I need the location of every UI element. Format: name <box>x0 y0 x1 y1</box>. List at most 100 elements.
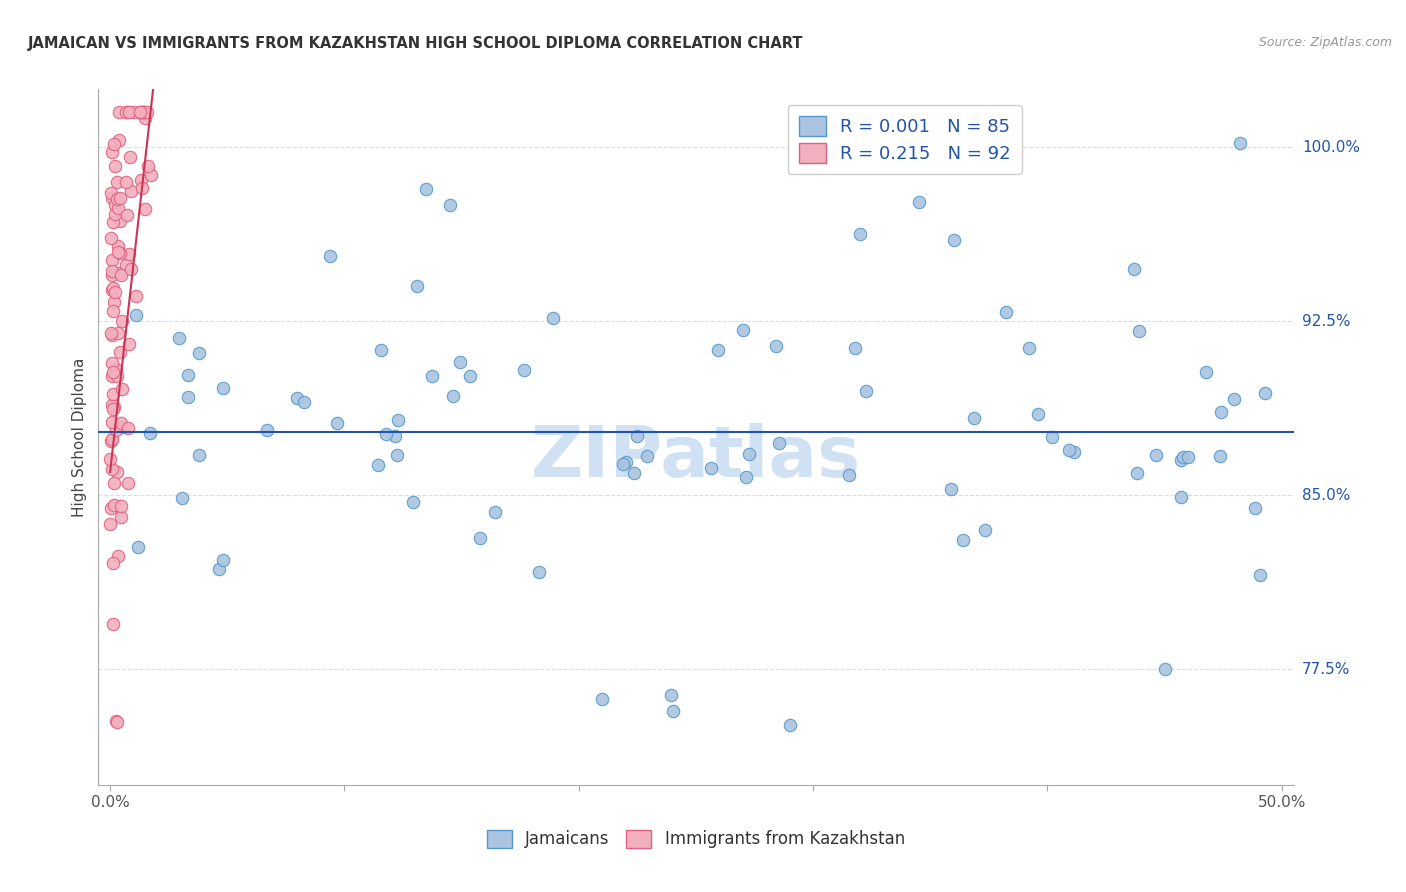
Point <box>125 289 148 303</box>
Point <box>118 105 141 120</box>
Point <box>1126 466 1149 480</box>
Point <box>100 369 122 384</box>
Point <box>103 475 125 490</box>
Point <box>101 328 124 343</box>
Point <box>139 426 162 441</box>
Point <box>706 343 728 358</box>
Point <box>112 419 135 434</box>
Point <box>108 245 131 260</box>
Point <box>1026 407 1049 421</box>
Point <box>367 458 389 472</box>
Point <box>103 498 125 512</box>
Text: Source: ZipAtlas.com: Source: ZipAtlas.com <box>1258 36 1392 49</box>
Point <box>100 451 122 466</box>
Point <box>441 388 464 402</box>
Point <box>292 395 315 409</box>
Point <box>659 688 682 702</box>
Point <box>104 207 127 221</box>
Point <box>100 434 122 448</box>
Text: 85.0%: 85.0% <box>1302 488 1350 502</box>
Point <box>614 454 637 468</box>
Point <box>1059 443 1081 458</box>
Point <box>127 540 149 554</box>
Point <box>1195 365 1218 379</box>
Point <box>131 180 153 194</box>
Point <box>101 356 124 370</box>
Point <box>101 268 124 282</box>
Text: 77.5%: 77.5% <box>1302 662 1350 676</box>
Point <box>104 361 127 376</box>
Point <box>107 245 129 260</box>
Point <box>107 549 129 563</box>
Point <box>101 264 124 278</box>
Point <box>101 387 124 401</box>
Point <box>612 457 634 471</box>
Point <box>1254 385 1277 400</box>
Point <box>134 202 156 216</box>
Point <box>765 338 787 352</box>
Point <box>105 368 128 383</box>
Point <box>105 715 128 730</box>
Point <box>1209 405 1232 419</box>
Point <box>212 381 235 395</box>
Point <box>139 168 162 182</box>
Point <box>385 448 408 462</box>
Point <box>104 285 127 300</box>
Point <box>124 308 146 322</box>
Point <box>779 717 801 731</box>
Point <box>1177 450 1199 464</box>
Point <box>1209 449 1232 463</box>
Point <box>117 420 139 434</box>
Point <box>208 562 231 576</box>
Point <box>110 416 132 430</box>
Point <box>111 313 134 327</box>
Point <box>855 384 877 398</box>
Text: 100.0%: 100.0% <box>1302 140 1360 154</box>
Point <box>212 553 235 567</box>
Point <box>177 368 200 382</box>
Point <box>101 402 124 417</box>
Point <box>129 105 152 120</box>
Point <box>105 714 128 728</box>
Point <box>114 259 136 273</box>
Point <box>527 565 550 579</box>
Text: ZIPatlas: ZIPatlas <box>531 424 860 492</box>
Point <box>101 415 124 429</box>
Point <box>406 279 429 293</box>
Point <box>439 198 461 212</box>
Point <box>1171 450 1194 464</box>
Point <box>420 368 443 383</box>
Point <box>128 105 150 120</box>
Point <box>118 247 141 261</box>
Point <box>1018 341 1040 355</box>
Point <box>101 253 124 268</box>
Point <box>100 398 122 412</box>
Point <box>963 411 986 425</box>
Point <box>1144 448 1167 462</box>
Point <box>105 175 128 189</box>
Point <box>484 505 506 519</box>
Point <box>129 172 152 186</box>
Point <box>103 365 125 379</box>
Point <box>1128 324 1150 338</box>
Point <box>995 305 1018 319</box>
Point <box>844 341 866 355</box>
Point <box>100 186 122 200</box>
Point <box>122 105 145 120</box>
Point <box>768 436 790 450</box>
Point <box>101 461 124 475</box>
Legend: Jamaicans, Immigrants from Kazakhstan: Jamaicans, Immigrants from Kazakhstan <box>478 822 914 856</box>
Point <box>101 284 124 298</box>
Point <box>1229 136 1251 150</box>
Point <box>449 355 471 369</box>
Point <box>735 469 758 483</box>
Point <box>117 105 139 120</box>
Point <box>105 192 128 206</box>
Point <box>838 468 860 483</box>
Point <box>1222 392 1244 406</box>
Point <box>100 501 122 516</box>
Point <box>370 343 392 357</box>
Point <box>115 208 138 222</box>
Point <box>973 523 995 537</box>
Point <box>134 112 156 126</box>
